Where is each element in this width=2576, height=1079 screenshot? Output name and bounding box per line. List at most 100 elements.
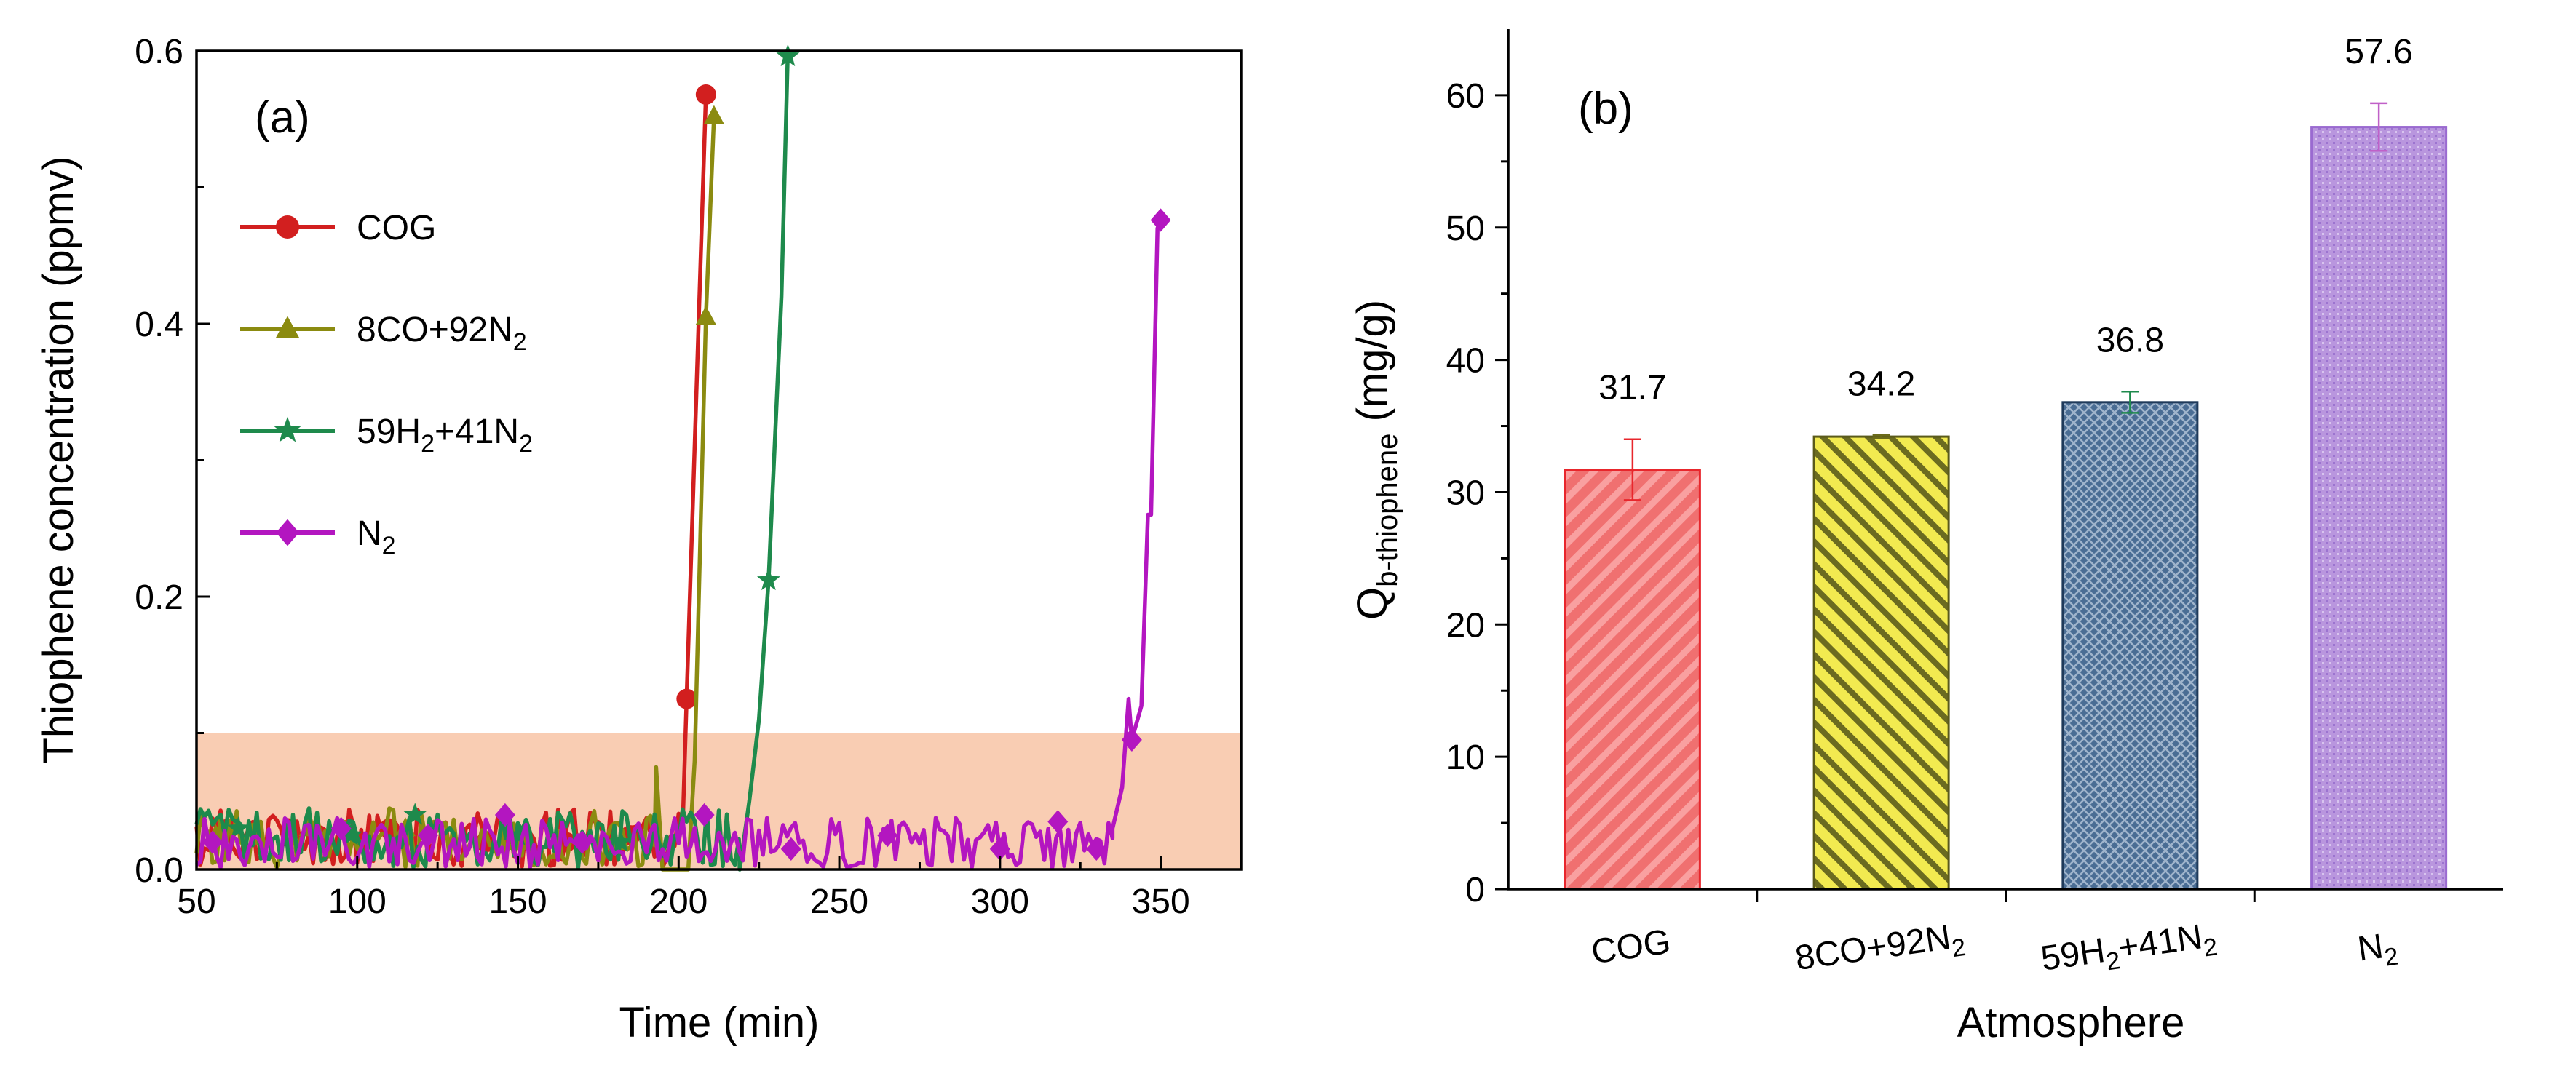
legend-marker [276,519,299,546]
x-tick-label: 350 [1132,883,1190,921]
x-tick-label: 8CO+92N2 [1793,916,1967,984]
x-tick-label: 200 [649,883,708,921]
series-line [195,219,1163,870]
bars-group: 31.7 34.2 36.8 57.6 [1564,33,2448,891]
data-marker [226,816,250,839]
line-chart-panel-a: 50 100 150 200 250 300 350 0.0 0.2 0.4 0.6 (a) Tim… [35,33,1243,1046]
data-marker [494,803,515,827]
series-N2 [195,208,1171,870]
data-label: 34.2 [1847,365,1915,403]
data-marker [780,837,801,861]
data-marker [1086,837,1107,861]
data-marker [330,816,352,840]
bar-group: 31.7 [1564,369,1701,891]
subscript: 2 [513,328,527,356]
data-label: 57.6 [2345,33,2412,71]
data-marker [703,105,724,124]
x-tick-label: 300 [971,883,1029,921]
legend-item: COG [240,209,436,247]
bar [2061,401,2199,891]
y-tick-label: 60 [1446,77,1485,116]
label-part: 8CO+92N [357,311,513,349]
y-axis-label-b: Qb-thiophene (mg/g) [1349,300,1403,620]
data-label: 31.7 [1598,369,1666,407]
x-axis-label-b: Atmosphere [1957,999,2185,1046]
y-tick-label: 20 [1446,606,1485,645]
bar-group: 57.6 [2310,33,2448,891]
subscript: 2 [2382,942,2400,971]
x-tick-label: COG [1589,923,1673,972]
label-part: 59H [2039,931,2108,979]
x-category: 8CO+92N2 [1793,916,1967,984]
data-marker [1150,208,1171,232]
legend-marker [276,215,299,239]
label-part: +41N [435,413,519,451]
data-marker [1047,810,1069,834]
subscript: 2 [1950,933,1967,963]
data-marker [776,44,800,67]
x-tick-label: 100 [328,883,387,921]
panel-label-a: (a) [255,92,310,143]
axis-ticks-a: 50 100 150 200 250 300 350 0.0 0.2 0.4 0.6 [135,33,1189,921]
legend-item: N2 [240,514,396,560]
x-category: N2 [2355,925,2401,976]
legend-label: COG [357,209,436,247]
x-tick-label: 59H2+41N2 [2039,916,2219,985]
label-part: 59H [357,413,421,451]
data-marker [757,568,780,591]
data-marker [694,803,715,827]
data-marker [989,837,1010,861]
x-category: COG [1589,923,1673,972]
data-marker [676,688,697,709]
data-marker [417,824,438,848]
data-marker [506,823,530,845]
label-part: N [357,514,382,553]
y-tick-label: 10 [1446,738,1485,777]
x-axis-label-a: Time (min) [619,999,820,1046]
subscript: 2 [382,532,396,560]
y-tick-label: 0.6 [135,33,183,71]
legend-marker [274,416,301,442]
legend-marker [276,316,299,338]
legend-label: 8CO+92N2 [357,311,527,356]
label-part: 8CO+92N [1793,918,1953,978]
label-part: +41N [2116,917,2205,968]
y-tick-label: 0 [1465,871,1485,909]
y-tick-label: 40 [1446,342,1485,381]
x-tick-label: 50 [177,883,215,921]
data-marker [1121,728,1142,752]
bar-group: 34.2 [1812,365,1950,891]
data-marker [877,824,898,848]
data-marker [695,84,716,105]
bar-group: 36.8 [2061,321,2199,891]
legend-label: 59H2+41N2 [357,413,533,458]
y-tick-label: 0.0 [135,851,183,890]
bar [1564,469,1701,891]
y-label-main: Q [1349,587,1396,620]
x-tick-label: N2 [2355,925,2401,976]
subscript: 2 [421,430,435,458]
legend-label: N2 [357,514,396,560]
y-label-sub: b-thiophene [1371,434,1403,587]
panel-label-b: (b) [1578,84,1633,134]
y-tick-label: 50 [1446,210,1485,248]
bar [2310,126,2448,891]
bar-chart-panel-b: 31.7 34.2 36.8 57.6 0 10 20 30 40 50 60 COG 8CO+92N… [1349,29,2503,1046]
subscript: 2 [2202,933,2219,962]
label-part: COG [357,209,436,247]
x-category: 59H2+41N2 [2039,916,2219,985]
y-tick-label: 0.2 [135,578,183,617]
label-part: N [2355,927,2386,968]
data-marker [571,830,593,854]
bar [1812,435,1950,891]
subscript: 2 [519,430,533,458]
legend-item: 8CO+92N2 [240,311,527,356]
data-marker [403,803,427,825]
x-tick-label: 150 [488,883,547,921]
y-tick-label: 0.4 [135,306,183,344]
y-axis-label-a: Thiophene concentration (ppmv) [35,156,82,763]
legend-item: 59H2+41N2 [240,413,533,458]
data-marker [202,830,223,854]
data-label: 36.8 [2096,321,2164,359]
